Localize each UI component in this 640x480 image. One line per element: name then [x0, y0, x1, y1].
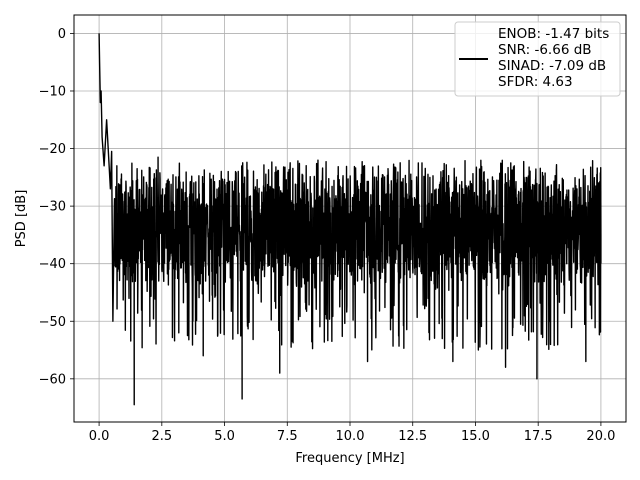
psd-series — [98, 33, 602, 406]
x-tick-label: 15.0 — [461, 429, 490, 444]
y-tick-label: −10 — [39, 84, 66, 99]
y-tick-label: −50 — [39, 315, 66, 330]
x-tick-label: 0.0 — [89, 429, 110, 444]
ticks: 0.0 2.5 5.0 7.5 10.0 12.5 15.0 17.5 20.0 0 −10 −20 −… — [39, 27, 616, 444]
legend-entry-snr: SNR: -6.66 dB — [498, 42, 592, 58]
x-tick-label: 5.0 — [214, 429, 235, 444]
legend: ENOB: -1.47 bits SNR: -6.66 dB SINAD: -7… — [454, 21, 621, 97]
y-axis-label: PSD [dB] — [14, 190, 29, 248]
legend-entry-sinad: SINAD: -7.09 dB — [498, 58, 606, 74]
x-tick-label: 20.0 — [586, 429, 615, 444]
y-tick-label: −30 — [39, 200, 66, 215]
psd-line — [98, 33, 602, 406]
x-tick-label: 7.5 — [277, 429, 298, 444]
x-tick-label: 17.5 — [524, 429, 553, 444]
y-tick-label: −60 — [39, 372, 66, 387]
legend-box — [454, 21, 621, 97]
y-tick-label: 0 — [58, 27, 66, 42]
legend-entry-sfdr: SFDR: 4.63 — [498, 74, 573, 90]
x-axis-label: Frequency [MHz] — [295, 451, 404, 466]
x-tick-label: 12.5 — [398, 429, 427, 444]
y-tick-label: −20 — [39, 142, 66, 157]
y-tick-label: −40 — [39, 257, 66, 272]
x-tick-label: 10.0 — [336, 429, 365, 444]
x-tick-label: 2.5 — [151, 429, 172, 444]
legend-entry-enob: ENOB: -1.47 bits — [498, 26, 609, 42]
